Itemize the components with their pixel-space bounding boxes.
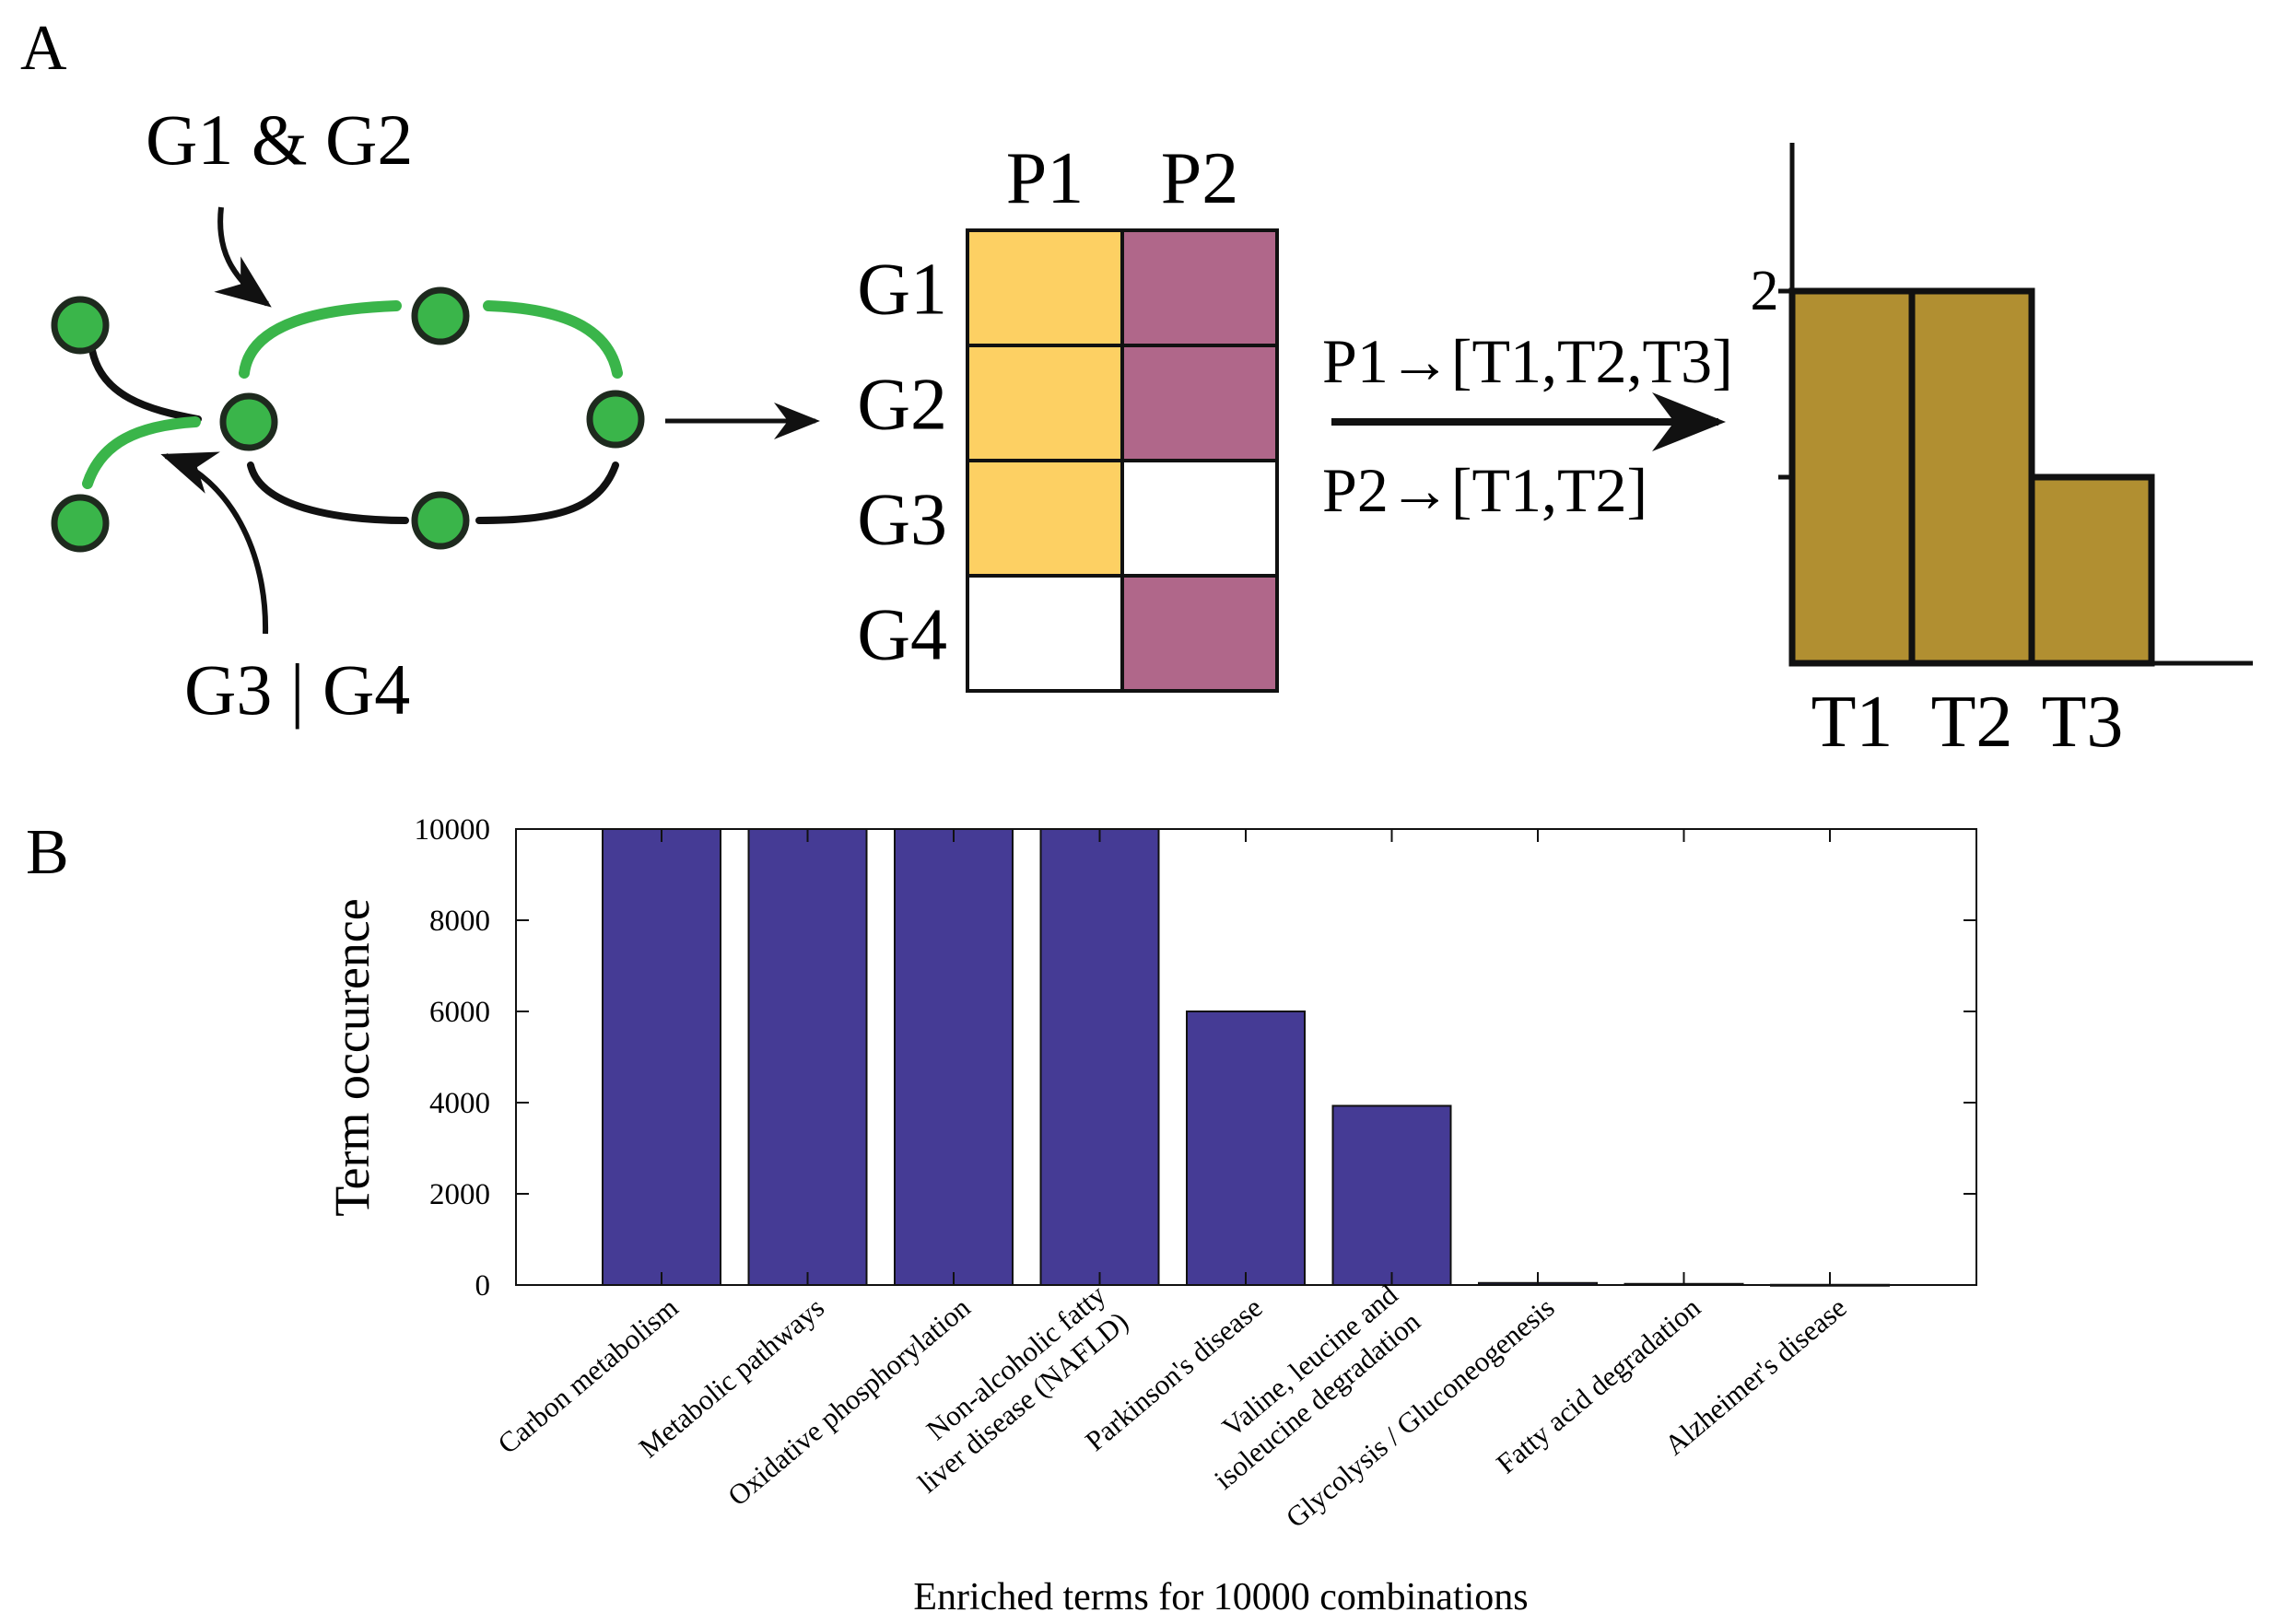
- matrix-cell: [966, 574, 1124, 693]
- x-axis-title: Enriched terms for 10000 combinations: [913, 1576, 1528, 1618]
- matrix-column-header: P1: [1006, 138, 1084, 219]
- or-annotation-label: G3 | G4: [184, 649, 410, 730]
- matrix-cell: [1120, 459, 1279, 578]
- bar: [894, 828, 1014, 1286]
- gene-node: [219, 392, 278, 451]
- y-tick-label: 10000: [415, 813, 491, 847]
- matrix-row-label: G4: [857, 595, 947, 676]
- gene-node: [51, 296, 110, 355]
- histogram-bar: [1788, 287, 1916, 667]
- gene-pathway-matrix: P1 P2 G1 G2 G3 G4: [857, 138, 1279, 693]
- histogram-bar: [2028, 473, 2155, 667]
- term-histogram: 2 T1 T2 T3: [1751, 143, 2253, 763]
- y-tick-label: 4000: [429, 1087, 490, 1120]
- histogram-category-label: T2: [1931, 682, 2013, 763]
- edge-green: [239, 300, 402, 379]
- x-category-label: Non-alcoholic fattyliver disease (NAFLD): [889, 1278, 1134, 1499]
- histogram-category-label: T1: [1811, 682, 1893, 763]
- and-annotation-arrow: [214, 206, 272, 308]
- and-annotation-label: G1 & G2: [146, 99, 413, 180]
- mapping-line-p1: P1→[T1,T2,T3]: [1322, 326, 1733, 396]
- histogram-bar: [1908, 287, 2035, 667]
- matrix-column-header: P2: [1161, 138, 1239, 219]
- bar: [1186, 1011, 1306, 1286]
- matrix-cell: [1120, 344, 1279, 462]
- gene-node: [51, 494, 110, 553]
- edge-green: [82, 416, 201, 489]
- mapping-line-p2: P2→[T1,T2]: [1322, 455, 1647, 525]
- y-tick-label: 0: [475, 1269, 491, 1303]
- histogram-category-label: T3: [2042, 682, 2124, 763]
- bar: [1039, 828, 1160, 1286]
- matrix-cell: [966, 459, 1124, 578]
- matrix-row-label: G2: [857, 365, 947, 446]
- gene-network: G1 & G2 G3 | G4: [51, 99, 645, 730]
- matrix-cell: [966, 228, 1124, 347]
- y-tick-label: 2000: [429, 1178, 490, 1211]
- y-axis-title: Term occurence: [324, 898, 380, 1217]
- gene-node: [586, 390, 645, 449]
- histogram-y-tick-label: 2: [1751, 260, 1779, 322]
- matrix-cell: [1120, 228, 1279, 347]
- edge-black: [475, 461, 619, 524]
- panel-b-label: B: [26, 817, 69, 888]
- or-annotation-arrow: [160, 451, 269, 635]
- edge-black: [88, 346, 202, 423]
- bar: [1331, 1104, 1452, 1286]
- gene-node: [411, 491, 470, 550]
- matrix-cell: [1120, 574, 1279, 693]
- gene-node: [411, 286, 470, 345]
- matrix-cell: [966, 344, 1124, 462]
- bar: [747, 828, 868, 1286]
- panel-a-label: A: [20, 13, 67, 84]
- matrix-row-label: G3: [857, 480, 947, 561]
- y-tick-label: 8000: [429, 905, 490, 938]
- y-tick-label: 6000: [429, 996, 490, 1029]
- x-category-label: Valine, leucine andisoleucine degradatio…: [1186, 1278, 1427, 1495]
- matrix-row-label: G1: [857, 250, 947, 331]
- edge-black: [247, 461, 409, 524]
- edge-green: [483, 300, 623, 379]
- bar: [602, 828, 721, 1286]
